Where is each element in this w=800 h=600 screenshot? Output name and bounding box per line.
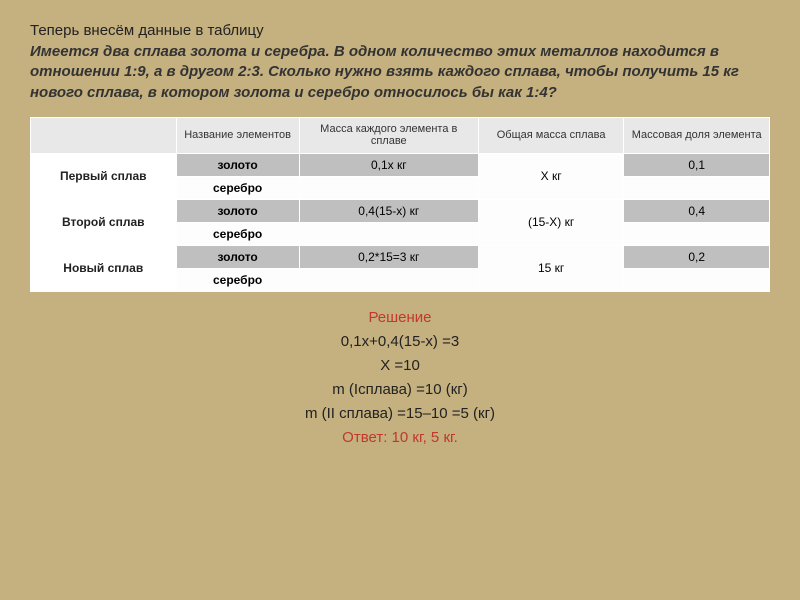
problem-text: Имеется два сплава золота и серебра. В о… <box>30 42 770 103</box>
solution-line: m (Iсплава) =10 (кг) <box>30 378 770 402</box>
cell-mass: 0,1х кг <box>299 153 478 176</box>
cell-fraction <box>624 268 770 291</box>
cell-mass <box>299 222 478 245</box>
element-silver: серебро <box>176 222 299 245</box>
element-silver: серебро <box>176 176 299 199</box>
solution-line: m (II сплава) =15–10 =5 (кг) <box>30 402 770 426</box>
table-row: Новый сплав золото 0,2*15=3 кг 15 кг 0,2 <box>31 245 770 268</box>
cell-fraction: 0,1 <box>624 153 770 176</box>
cell-fraction <box>624 176 770 199</box>
col-mass-fraction: Массовая доля элемента <box>624 117 770 153</box>
solution-line: Х =10 <box>30 354 770 378</box>
cell-mass: 0,2*15=3 кг <box>299 245 478 268</box>
data-table: Название элементов Масса каждого элемент… <box>30 117 770 292</box>
cell-fraction: 0,4 <box>624 199 770 222</box>
cell-fraction: 0,2 <box>624 245 770 268</box>
element-silver: серебро <box>176 268 299 291</box>
intro-line: Теперь внесём данные в таблицу <box>30 22 770 39</box>
cell-mass <box>299 176 478 199</box>
cell-mass <box>299 268 478 291</box>
cell-fraction <box>624 222 770 245</box>
cell-total: X кг <box>478 153 624 199</box>
element-gold: золото <box>176 199 299 222</box>
rowlabel-second: Второй сплав <box>31 199 177 245</box>
solution-line: 0,1х+0,4(15-х) =3 <box>30 330 770 354</box>
col-element-name: Название элементов <box>176 117 299 153</box>
solution-block: Решение 0,1х+0,4(15-х) =3 Х =10 m (Iспла… <box>30 306 770 450</box>
table-row: Второй сплав золото 0,4(15-х) кг (15-Х) … <box>31 199 770 222</box>
table-header-row: Название элементов Масса каждого элемент… <box>31 117 770 153</box>
table-row: Первый сплав золото 0,1х кг X кг 0,1 <box>31 153 770 176</box>
cell-mass: 0,4(15-х) кг <box>299 199 478 222</box>
rowlabel-first: Первый сплав <box>31 153 177 199</box>
col-blank <box>31 117 177 153</box>
col-mass-each: Масса каждого элемента в сплаве <box>299 117 478 153</box>
element-gold: золото <box>176 245 299 268</box>
col-total-mass: Общая масса сплава <box>478 117 624 153</box>
element-gold: золото <box>176 153 299 176</box>
cell-total: (15-Х) кг <box>478 199 624 245</box>
cell-total: 15 кг <box>478 245 624 291</box>
answer-line: Ответ: 10 кг, 5 кг. <box>30 426 770 450</box>
solution-title: Решение <box>30 306 770 330</box>
rowlabel-new: Новый сплав <box>31 245 177 291</box>
